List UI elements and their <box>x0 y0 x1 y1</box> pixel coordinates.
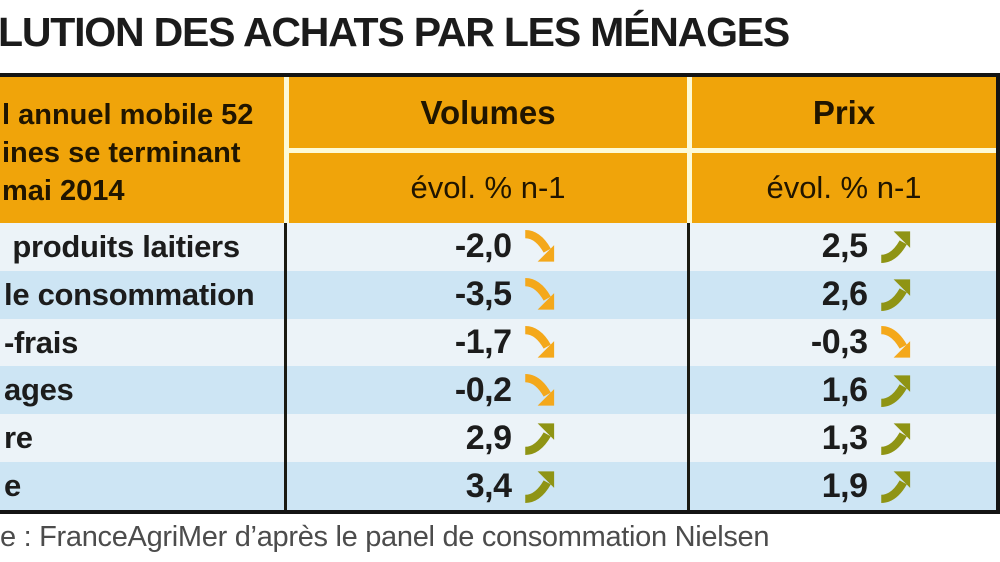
trend-up-icon <box>521 422 557 455</box>
volume-value: -3,5 <box>454 275 512 314</box>
row-label: ages <box>4 372 74 408</box>
prix-subheader: évol. % n-1 <box>766 170 922 205</box>
prix-cell: 2,5 <box>687 223 996 271</box>
trend-down-icon <box>521 373 557 407</box>
table-row: le consommation -3,5 2,6 <box>0 270 996 319</box>
prix-header-label: Prix <box>692 77 996 153</box>
volume-cell: -1,7 <box>284 318 687 367</box>
prix-cell: 1,9 <box>687 462 996 510</box>
volume-cell: -2,0 <box>284 223 687 271</box>
period-header: l annuel mobile 52 ines se terminant mai… <box>0 77 284 223</box>
prix-column-header: Prix évol. % n-1 <box>687 77 996 223</box>
volume-value: 2,9 <box>465 418 512 457</box>
trend-up-icon <box>521 470 557 503</box>
row-label: re <box>4 420 33 456</box>
trend-up-icon <box>877 470 913 503</box>
row-label: e <box>4 468 21 504</box>
row-label: -frais <box>4 324 79 360</box>
volumes-header-label: Volumes <box>289 77 687 153</box>
volume-value: -2,0 <box>454 227 512 266</box>
purchases-table: l annuel mobile 52 ines se terminant mai… <box>0 73 1000 514</box>
volume-value: -0,2 <box>454 370 512 409</box>
page-title: LUTION DES ACHATS PAR LES MÉNAGES <box>0 9 790 55</box>
period-line-3: mai 2014 <box>2 175 125 207</box>
trend-down-icon <box>877 326 913 359</box>
volume-cell: 3,4 <box>284 462 687 510</box>
volume-value: -1,7 <box>454 323 512 362</box>
prix-cell: -0,3 <box>687 318 996 367</box>
prix-value: -0,3 <box>810 323 868 362</box>
volumes-subheader: évol. % n-1 <box>410 170 566 205</box>
prix-cell: 1,6 <box>687 366 996 415</box>
table-header: l annuel mobile 52 ines se terminant mai… <box>0 77 1000 223</box>
period-line-1: l annuel mobile 52 <box>2 99 254 131</box>
table-body: produits laitiers -2,0 2,5 le consommation -… <box>0 223 1000 514</box>
table-row: re 2,9 1,3 <box>0 414 996 463</box>
trend-up-icon <box>877 422 913 455</box>
trend-up-icon <box>877 230 913 264</box>
volume-value: 3,4 <box>465 466 512 505</box>
trend-up-icon <box>877 374 913 407</box>
trend-down-icon <box>521 278 557 311</box>
volume-cell: -3,5 <box>284 270 687 319</box>
table-row: produits laitiers -2,0 2,5 <box>0 223 996 271</box>
trend-down-icon <box>521 230 557 263</box>
prix-value: 1,6 <box>821 370 868 409</box>
prix-value: 1,3 <box>821 418 868 457</box>
prix-value: 1,9 <box>821 466 868 505</box>
row-label: le consommation <box>4 276 255 312</box>
table-row: -frais -1,7 -0,3 <box>0 318 996 367</box>
source-note: e : FranceAgriMer d’après le panel de co… <box>0 521 770 553</box>
volume-cell: 2,9 <box>284 414 687 463</box>
prix-cell: 1,3 <box>687 414 996 463</box>
prix-cell: 2,6 <box>687 270 996 319</box>
table-row: e 3,4 1,9 <box>0 462 996 510</box>
prix-value: 2,6 <box>821 275 868 314</box>
period-line-2: ines se terminant <box>2 137 241 169</box>
trend-up-icon <box>877 278 913 312</box>
volume-cell: -0,2 <box>284 366 687 415</box>
row-label: produits laitiers <box>4 228 240 264</box>
trend-down-icon <box>521 326 557 359</box>
table-row: ages -0,2 1,6 <box>0 366 996 415</box>
volumes-column-header: Volumes évol. % n-1 <box>284 77 687 223</box>
prix-value: 2,5 <box>821 227 868 266</box>
